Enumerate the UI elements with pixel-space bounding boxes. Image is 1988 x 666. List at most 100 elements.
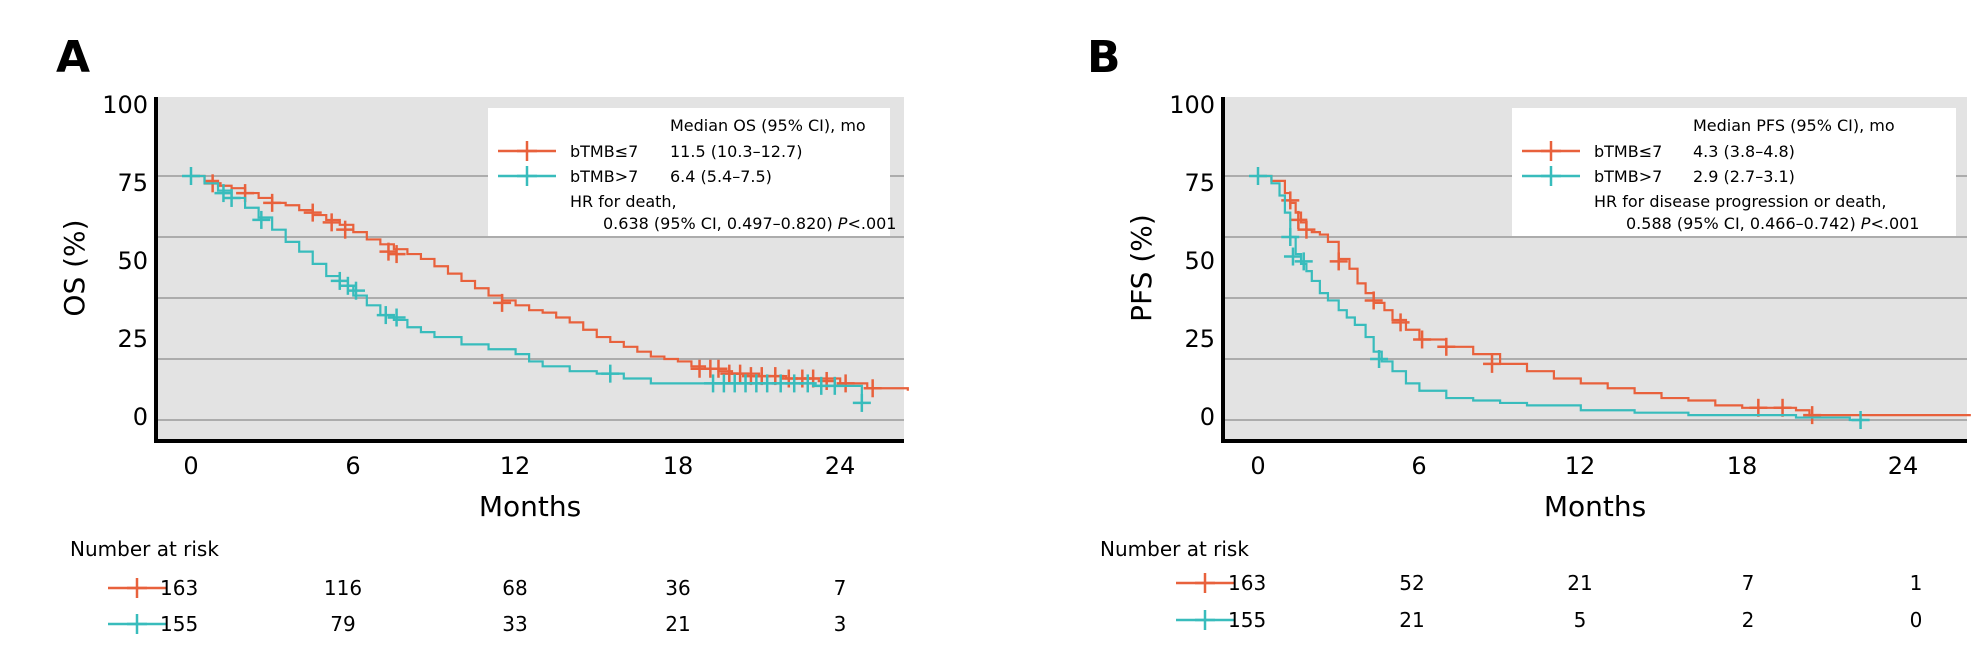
hr-label: HR for disease progression or death, — [1594, 192, 1886, 211]
swatch-cross — [517, 166, 537, 186]
swatch-cross — [1541, 141, 1561, 161]
y-tick-label: 100 — [102, 91, 148, 119]
censor-mark-high-tmb — [798, 374, 817, 393]
censor-mark-high-tmb — [1370, 350, 1389, 368]
legend-swatch-high — [1522, 166, 1580, 186]
hr-ci: 0.638 (95% CI, 0.497–0.820) — [603, 214, 833, 233]
y-tick-label: 75 — [1184, 169, 1215, 197]
censor-mark-low-tmb — [379, 242, 398, 261]
hr-value: 0.588 (95% CI, 0.466–0.742) P<.001 — [1626, 214, 1919, 233]
hr-label: HR for death, — [570, 192, 677, 211]
censor-mark-low-tmb — [863, 379, 882, 398]
legend-header: Median PFS (95% CI), mo — [1693, 116, 1895, 135]
risk-count: 5 — [1574, 608, 1587, 632]
panel-b: B 100 75 50 25 0 0 6 12 18 24 Months PFS… — [1087, 32, 1971, 632]
legend-entry-value: 4.3 (3.8–4.8) — [1693, 142, 1795, 161]
legend: Median PFS (95% CI), mo bTMB≤7 4.3 (3.8–… — [1512, 108, 1956, 236]
hr-ci: 0.588 (95% CI, 0.466–0.742) — [1626, 214, 1856, 233]
legend-entry-name: bTMB>7 — [570, 167, 638, 186]
legend-entry-name: bTMB≤7 — [1594, 142, 1662, 161]
risk-count: 155 — [1228, 608, 1266, 632]
censor-mark-high-tmb — [182, 167, 200, 185]
x-tick-label: 12 — [500, 452, 531, 480]
censor-mark-low-tmb — [1483, 354, 1502, 373]
censor-mark-low-tmb — [731, 364, 750, 383]
x-tick-label: 18 — [663, 452, 694, 480]
swatch-cross — [127, 614, 147, 634]
legend-entry-value: 2.9 (2.7–3.1) — [1693, 167, 1795, 186]
risk-count: 7 — [834, 576, 847, 600]
legend-swatch-low — [1522, 141, 1580, 161]
legend-entry-value: 6.4 (5.4–7.5) — [670, 167, 772, 186]
x-tick-label: 18 — [1727, 452, 1758, 480]
x-tick-label: 0 — [1250, 452, 1265, 480]
swatch-cross — [1195, 573, 1215, 593]
risk-count: 163 — [1228, 571, 1266, 595]
risk-count: 3 — [834, 612, 847, 636]
censor-mark-low-tmb — [1391, 313, 1410, 332]
censor-mark-low-tmb — [263, 193, 282, 212]
y-tick-label: 25 — [1184, 325, 1215, 353]
censor-mark-low-tmb — [1437, 337, 1456, 356]
legend-box — [488, 108, 890, 236]
censor-mark-low-tmb — [1364, 291, 1383, 310]
x-tick-label: 6 — [345, 452, 360, 480]
censor-mark-low-tmb — [1329, 252, 1348, 271]
legend-entry-value: 11.5 (10.3–12.7) — [670, 142, 802, 161]
risk-table: Number at risk 163 52 21 7 1 155 21 5 2 … — [1100, 537, 1922, 632]
risk-count: 33 — [502, 612, 527, 636]
censor-mark-high-tmb — [1249, 167, 1267, 185]
censor-mark-low-tmb — [493, 293, 512, 312]
legend-entry-name: bTMB≤7 — [570, 142, 638, 161]
risk-row-swatch-low — [1176, 573, 1234, 593]
survival-curves — [1249, 167, 1971, 429]
gridlines — [1223, 175, 1967, 421]
risk-count: 116 — [324, 576, 362, 600]
swatch-cross — [1195, 610, 1215, 630]
risk-count: 21 — [1567, 571, 1592, 595]
p-value: <.001 — [847, 214, 896, 233]
censor-mark-low-tmb — [322, 213, 341, 232]
risk-row-swatch-high — [108, 614, 166, 634]
p-label: P — [838, 214, 848, 233]
panel-a: A 100 75 50 25 0 0 6 12 18 24 Months OS … — [56, 32, 909, 636]
risk-count: 0 — [1910, 608, 1923, 632]
panel-label: B — [1087, 32, 1121, 83]
survival-curves — [182, 167, 909, 412]
km-curve-high-tmb — [191, 174, 863, 403]
censor-mark-high-tmb — [825, 376, 844, 395]
legend-swatch-high — [498, 166, 556, 186]
censor-mark-low-tmb — [387, 245, 406, 264]
km-curve-high-tmb — [1258, 174, 1864, 422]
censor-mark-high-tmb — [387, 308, 406, 327]
p-value: <.001 — [1870, 214, 1919, 233]
censor-mark-high-tmb — [252, 210, 271, 229]
risk-count: 79 — [330, 612, 355, 636]
risk-table-title: Number at risk — [1100, 537, 1249, 561]
risk-count: 163 — [160, 576, 198, 600]
censor-mark-low-tmb — [1413, 330, 1432, 349]
risk-table-title: Number at risk — [70, 537, 219, 561]
x-tick-label: 24 — [1888, 452, 1919, 480]
censor-mark-low-tmb — [1749, 398, 1768, 417]
censor-mark-low-tmb — [303, 203, 322, 222]
legend-entry-name: bTMB>7 — [1594, 167, 1662, 186]
censor-mark-low-tmb — [836, 374, 855, 393]
x-axis-title: Months — [479, 490, 581, 523]
legend: Median OS (95% CI), mo bTMB≤7 11.5 (10.3… — [488, 108, 896, 236]
y-tick-label: 25 — [117, 325, 148, 353]
x-tick-label: 24 — [825, 452, 856, 480]
censor-mark-high-tmb — [1294, 252, 1313, 271]
x-tick-label: 6 — [1411, 452, 1426, 480]
y-tick-label: 50 — [117, 247, 148, 275]
censor-mark-low-tmb — [1289, 210, 1308, 229]
risk-row-swatch-high — [1176, 610, 1234, 630]
risk-count: 155 — [160, 612, 198, 636]
risk-count: 52 — [1399, 571, 1424, 595]
swatch-cross — [1541, 166, 1561, 186]
y-tick-label: 0 — [1200, 403, 1215, 431]
censor-mark-high-tmb — [601, 364, 620, 383]
y-tick-label: 100 — [1169, 91, 1215, 119]
risk-count: 36 — [665, 576, 690, 600]
